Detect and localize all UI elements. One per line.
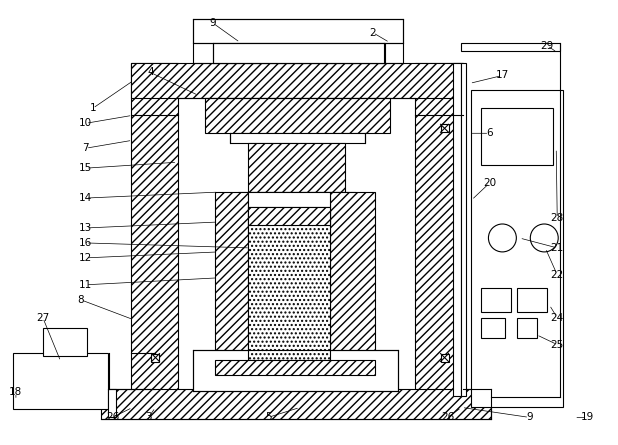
Text: 14: 14 [79, 193, 92, 203]
Polygon shape [330, 192, 375, 375]
Text: 17: 17 [496, 70, 509, 81]
Text: 9: 9 [209, 18, 216, 28]
Text: 25: 25 [551, 340, 564, 350]
Text: 13: 13 [79, 223, 92, 233]
Bar [481, 288, 511, 312]
Polygon shape [215, 360, 375, 375]
Polygon shape [130, 62, 462, 98]
Bar [481, 318, 506, 338]
Text: 21: 21 [551, 243, 564, 253]
Text: 10: 10 [79, 118, 92, 128]
Bar [472, 90, 563, 408]
Polygon shape [415, 62, 462, 397]
Bar [460, 62, 465, 396]
Text: 28: 28 [551, 213, 564, 223]
Polygon shape [231, 134, 365, 143]
Text: 26: 26 [441, 413, 454, 422]
Text: 6: 6 [486, 128, 493, 138]
Text: 27: 27 [36, 313, 49, 323]
Text: 20: 20 [483, 178, 496, 188]
Text: 4: 4 [147, 68, 154, 77]
Bar [248, 207, 330, 360]
Polygon shape [248, 207, 330, 225]
Polygon shape [215, 192, 248, 375]
Text: 11: 11 [79, 280, 92, 290]
Bar [517, 288, 548, 312]
Polygon shape [248, 143, 345, 192]
Polygon shape [215, 360, 375, 375]
Text: 8: 8 [77, 295, 84, 305]
Text: 18: 18 [9, 388, 22, 397]
Text: 5: 5 [265, 413, 271, 422]
Text: 12: 12 [79, 253, 92, 263]
Bar [193, 19, 403, 43]
Bar [13, 352, 108, 409]
Text: 16: 16 [79, 238, 92, 248]
Text: 22: 22 [551, 270, 564, 280]
Bar [441, 124, 449, 132]
Polygon shape [238, 192, 355, 207]
Text: 7: 7 [82, 143, 89, 153]
Bar [452, 62, 460, 396]
Polygon shape [101, 389, 491, 419]
Text: 29: 29 [541, 40, 554, 51]
Text: 2: 2 [370, 28, 376, 37]
Bar [108, 389, 116, 417]
Bar [441, 354, 449, 362]
Text: 24: 24 [551, 313, 564, 323]
Bar [151, 354, 159, 362]
Text: 9: 9 [526, 413, 533, 422]
Polygon shape [130, 62, 179, 397]
Polygon shape [205, 98, 390, 134]
Bar [460, 43, 560, 51]
Bar [517, 318, 537, 338]
Bar [481, 108, 553, 165]
Text: 26: 26 [106, 413, 119, 422]
Text: 19: 19 [580, 413, 594, 422]
Bar [43, 328, 87, 356]
Text: 1: 1 [90, 103, 96, 113]
Bar [213, 43, 385, 62]
Text: 15: 15 [79, 163, 92, 173]
Text: 3: 3 [145, 413, 152, 422]
Bar [193, 350, 398, 392]
Bar [248, 192, 330, 207]
